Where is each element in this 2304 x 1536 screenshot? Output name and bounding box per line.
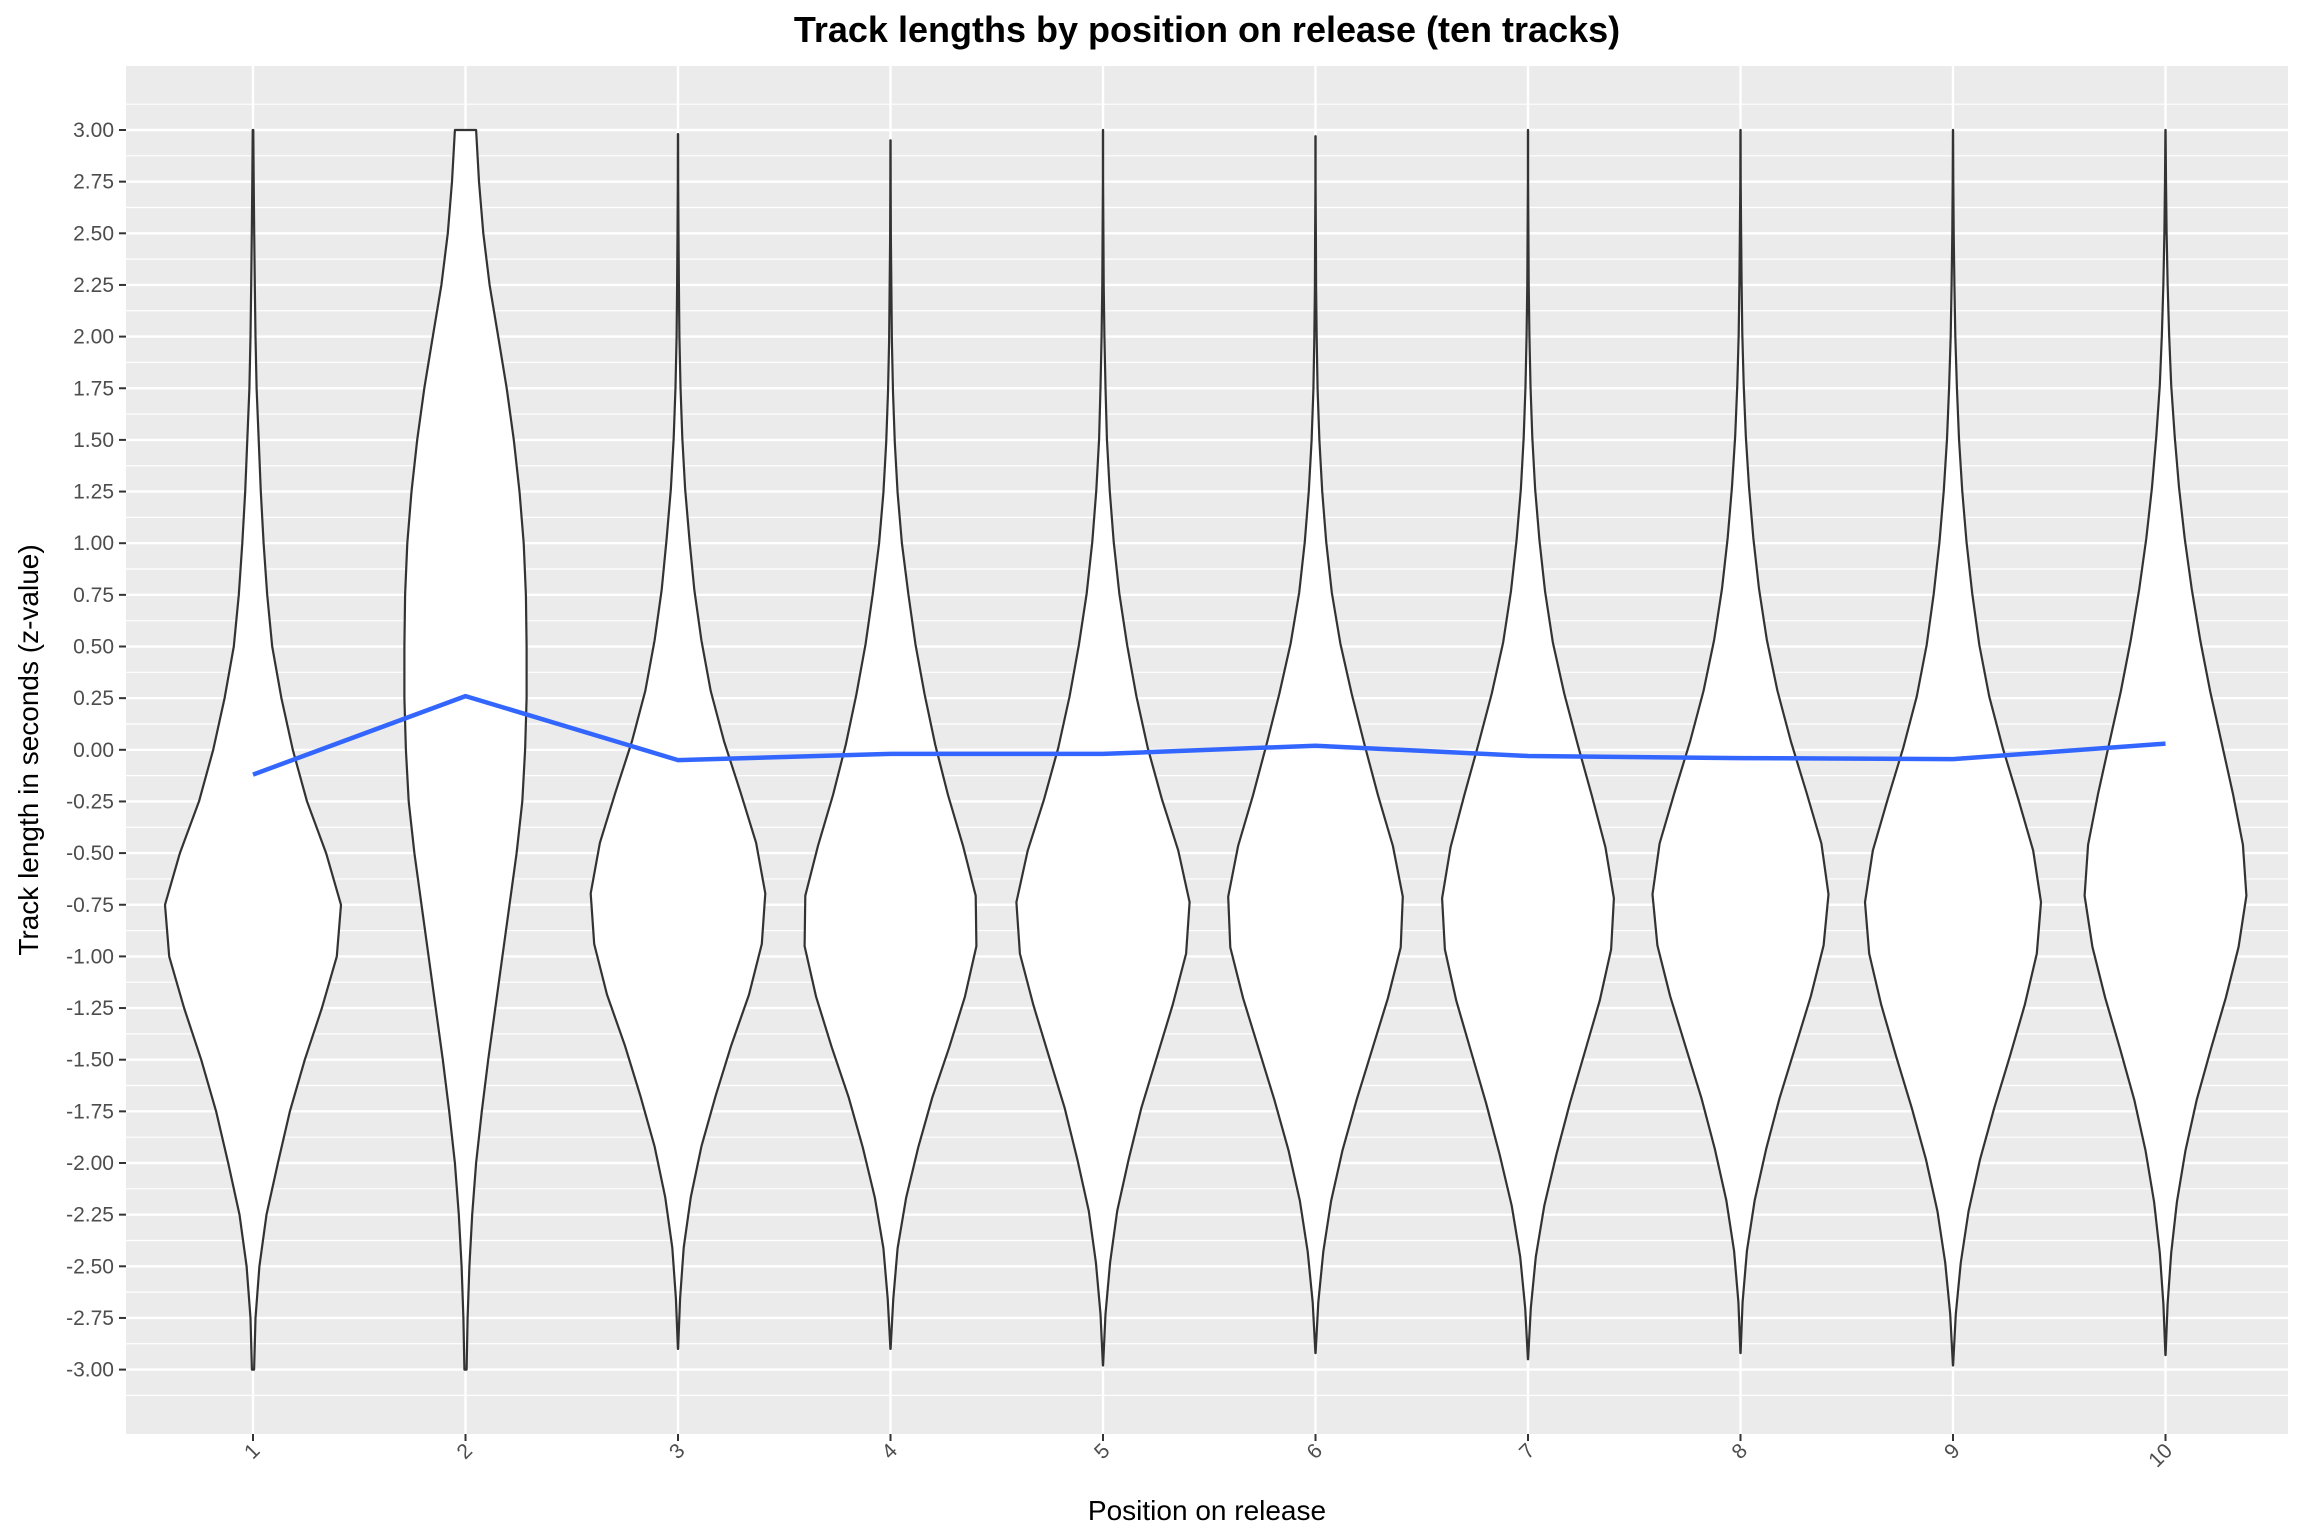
y-tick-label: 0.50 [73, 636, 114, 659]
y-tick-label: 2.75 [73, 171, 114, 194]
y-tick-label: 0.00 [73, 739, 114, 762]
y-axis-ticks: 3.00 2.75 2.50 2.25 2.00 1.75 1.50 1.25 1.00 0.75… [66, 119, 126, 1382]
y-tick-label: -1.50 [66, 1049, 114, 1072]
y-tick-label: 1.00 [73, 532, 114, 555]
y-tick-label: -2.50 [66, 1255, 114, 1278]
trend-line-path [252, 693, 2166, 777]
y-axis-title: Track length in seconds (z-value) [13, 544, 44, 955]
y-tick-label: -3.00 [66, 1359, 114, 1382]
y-tick-label: 1.50 [73, 429, 114, 452]
y-tick-label: -0.25 [66, 790, 114, 813]
y-tick-label: 2.25 [73, 274, 114, 297]
y-tick-label: 1.75 [73, 377, 114, 400]
chart-title: Track lengths by position on release (te… [794, 9, 1620, 50]
y-tick-label: 2.50 [73, 222, 114, 245]
violin-4 [803, 139, 978, 1350]
violin-10 [2083, 128, 2248, 1357]
trend-line [252, 693, 2166, 777]
violin-9 [1863, 128, 2043, 1367]
y-tick-label: -1.25 [66, 997, 114, 1020]
y-tick-label: -2.00 [66, 1152, 114, 1175]
y-tick-label: -1.00 [66, 945, 114, 968]
violin-3 [589, 133, 767, 1350]
y-tick-label: 0.75 [73, 584, 114, 607]
y-tick-label: -2.25 [66, 1204, 114, 1227]
violin-2 [403, 128, 528, 1371]
violin-1 [163, 128, 343, 1371]
violin-7 [1441, 128, 1615, 1361]
y-tick-label: 2.00 [73, 326, 114, 349]
y-tick-label: -2.75 [66, 1307, 114, 1330]
y-tick-label: 3.00 [73, 119, 114, 142]
y-tick-label: -0.50 [66, 842, 114, 865]
x-axis-title: Position on release [1088, 1495, 1326, 1526]
violin-5 [1015, 128, 1191, 1367]
violin-8 [1651, 128, 1830, 1355]
y-tick-label: 0.25 [73, 687, 114, 710]
y-tick-label: 1.25 [73, 481, 114, 504]
y-tick-label: -1.75 [66, 1100, 114, 1123]
y-tick-label: -0.75 [66, 894, 114, 917]
